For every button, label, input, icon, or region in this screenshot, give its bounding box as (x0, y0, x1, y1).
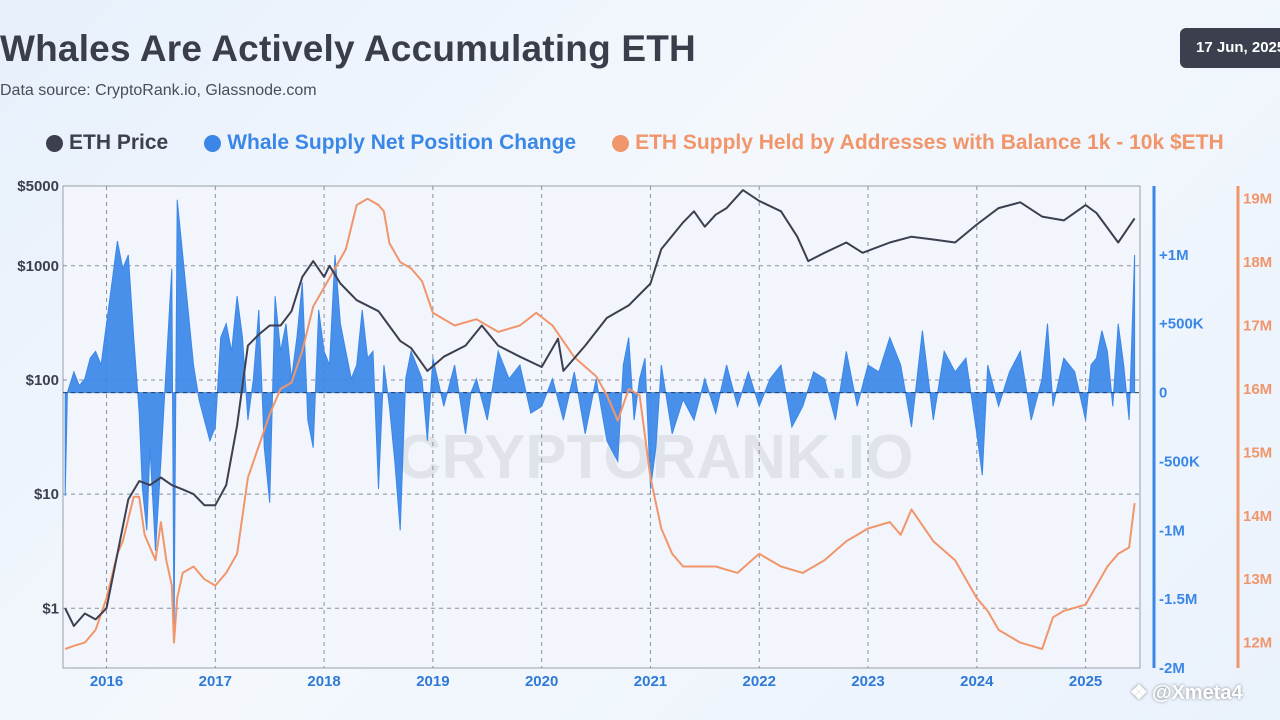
legend-dot-whale (204, 134, 222, 152)
left-tick-label: $100 (26, 372, 59, 389)
legend-dot-supply (612, 134, 630, 152)
legend: ETH Price Whale Supply Net Position Chan… (46, 128, 1224, 158)
x-tick-label: 2019 (416, 673, 449, 690)
legend-dot-price (46, 134, 63, 152)
right-tick-label: 13M (1243, 571, 1272, 588)
data-source: Data source: CryptoRank.io, Glassnode.co… (0, 82, 317, 99)
mid-tick-label: +500K (1159, 316, 1204, 333)
x-tick-label: 2025 (1069, 673, 1102, 690)
right-tick-label: 19M (1243, 191, 1272, 208)
right-tick-label: 12M (1243, 635, 1272, 652)
legend-label-supply: ETH Supply Held by Addresses with Balanc… (635, 131, 1224, 154)
mid-tick-label: 0 (1159, 385, 1167, 402)
mid-tick-label: -1M (1159, 522, 1185, 539)
left-tick-label: $1 (42, 600, 59, 617)
plot-area (62, 185, 1141, 669)
mid-tick-label: +1M (1159, 247, 1189, 264)
logo-icon: ❖ (1130, 682, 1148, 704)
whale-area (64, 199, 1136, 641)
legend-item-eth-price[interactable]: ETH Price (46, 131, 168, 155)
right-tick-label: 16M (1243, 381, 1272, 398)
mid-tick-label: -2M (1159, 660, 1185, 677)
legend-label-price: ETH Price (69, 131, 169, 154)
legend-item-supply[interactable]: ETH Supply Held by Addresses with Balanc… (612, 131, 1224, 155)
mid-tick-label: -1.5M (1159, 591, 1197, 608)
x-tick-label: 2021 (634, 673, 667, 690)
x-tick-label: 2024 (960, 673, 994, 690)
left-tick-label: $1000 (17, 258, 59, 275)
right-tick-label: 14M (1243, 508, 1272, 525)
x-tick-label: 2018 (307, 673, 340, 690)
right-tick-label: 15M (1243, 444, 1272, 461)
price-line (64, 189, 1136, 627)
right-tick-label: 18M (1243, 254, 1272, 271)
watermark-text: @Xmeta4 (1151, 682, 1243, 704)
legend-item-whale[interactable]: Whale Supply Net Position Change (204, 131, 576, 155)
legend-label-whale: Whale Supply Net Position Change (227, 131, 577, 154)
x-tick-label: 2020 (525, 673, 558, 690)
left-tick-label: $10 (34, 486, 59, 503)
x-tick-label: 2022 (743, 673, 776, 690)
x-tick-label: 2016 (90, 673, 123, 690)
supply-line (64, 197, 1136, 650)
mid-tick-label: -500K (1159, 453, 1200, 470)
right-tick-label: 17M (1243, 318, 1272, 335)
watermark: ❖ @Xmeta4 (1130, 680, 1243, 705)
x-tick-label: 2017 (199, 673, 232, 690)
date-badge: 17 Jun, 2025 (1180, 28, 1280, 68)
page-title: Whales Are Actively Accumulating ETH (0, 28, 696, 69)
left-tick-label: $5000 (17, 178, 59, 195)
x-tick-label: 2023 (851, 673, 884, 690)
